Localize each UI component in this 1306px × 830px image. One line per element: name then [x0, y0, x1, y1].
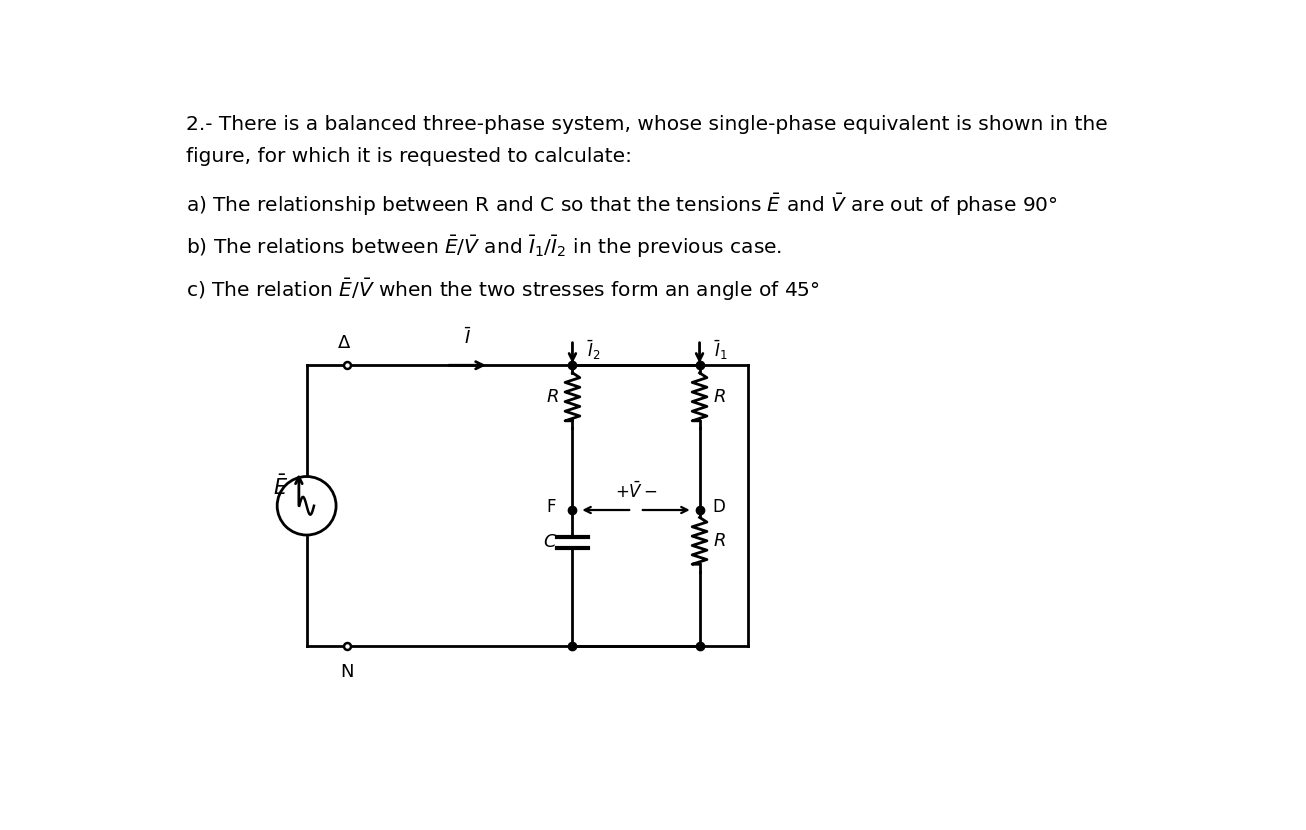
Text: N: N — [340, 663, 354, 681]
Text: R: R — [713, 388, 726, 406]
Text: b) The relations between $\bar{E}/\bar{V}$ and $\bar{I}_1/\bar{I}_2$ in the prev: b) The relations between $\bar{E}/\bar{V… — [187, 234, 782, 261]
Text: $\bar{I}_1$: $\bar{I}_1$ — [714, 339, 727, 363]
Text: c) The relation $\bar{E}/\bar{V}$ when the two stresses form an angle of 45°: c) The relation $\bar{E}/\bar{V}$ when t… — [187, 276, 820, 303]
Text: F: F — [547, 498, 556, 516]
Text: a) The relationship between R and C so that the tensions $\bar{E}$ and $\bar{V}$: a) The relationship between R and C so t… — [187, 192, 1058, 218]
Text: 2.- There is a balanced three-phase system, whose single-phase equivalent is sho: 2.- There is a balanced three-phase syst… — [187, 115, 1109, 134]
Text: Δ: Δ — [338, 334, 350, 352]
Text: R: R — [546, 388, 559, 406]
Text: C: C — [543, 534, 555, 551]
Text: $+\bar{V}-$: $+\bar{V}-$ — [615, 482, 657, 502]
Text: R: R — [713, 532, 726, 549]
Text: $\bar{I}$: $\bar{I}$ — [464, 328, 471, 349]
Text: $\bar{I}_2$: $\bar{I}_2$ — [588, 339, 601, 363]
Text: figure, for which it is requested to calculate:: figure, for which it is requested to cal… — [187, 148, 632, 166]
Text: D: D — [713, 498, 726, 516]
Text: $\bar{E}$: $\bar{E}$ — [273, 475, 287, 499]
